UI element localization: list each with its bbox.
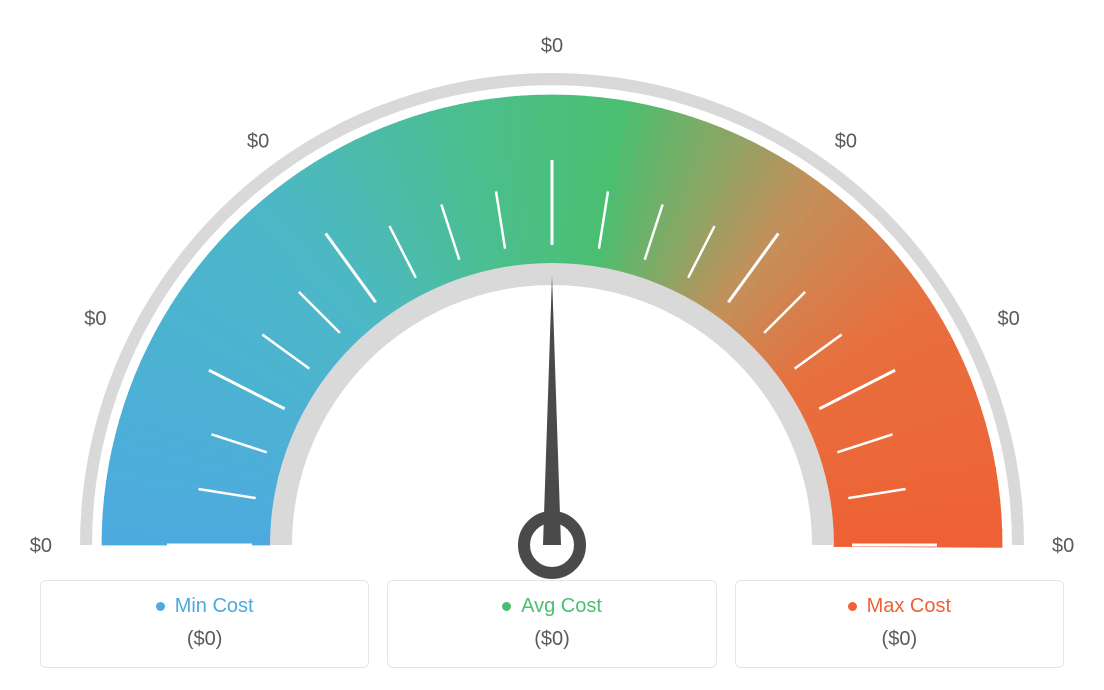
- legend-avg-title: Avg Cost: [502, 595, 602, 618]
- legend-max-dot: [848, 602, 857, 611]
- gauge-tick-label: $0: [835, 130, 857, 152]
- gauge-tick-label: $0: [247, 130, 269, 152]
- gauge-chart: $0 $0 $0 $0 $0 $0 $0: [0, 0, 1104, 580]
- gauge-tick-label: $0: [998, 308, 1020, 330]
- legend-avg-cost: Avg Cost ($0): [387, 580, 716, 668]
- legend-max-title: Max Cost: [848, 595, 951, 618]
- legend-avg-label: Avg Cost: [521, 595, 602, 618]
- cost-gauge-container: $0 $0 $0 $0 $0 $0 $0 Min Cost ($0) Avg Cost ($…: [0, 0, 1104, 690]
- legend-avg-value: ($0): [398, 628, 705, 651]
- legend-min-title: Min Cost: [156, 595, 254, 618]
- legend-min-cost: Min Cost ($0): [40, 580, 369, 668]
- gauge-tick-label: $0: [30, 535, 52, 557]
- legend-max-cost: Max Cost ($0): [735, 580, 1064, 668]
- legend-min-label: Min Cost: [175, 595, 254, 618]
- legend-row: Min Cost ($0) Avg Cost ($0) Max Cost ($0…: [0, 580, 1104, 668]
- legend-avg-dot: [502, 602, 511, 611]
- gauge-tick-label: $0: [84, 308, 106, 330]
- gauge-svg: $0 $0 $0 $0 $0 $0 $0: [0, 0, 1104, 580]
- gauge-tick-label: $0: [1052, 535, 1074, 557]
- gauge-tick-label: $0: [541, 35, 563, 57]
- legend-max-value: ($0): [746, 628, 1053, 651]
- legend-min-dot: [156, 602, 165, 611]
- legend-max-label: Max Cost: [867, 595, 951, 618]
- legend-min-value: ($0): [51, 628, 358, 651]
- gauge-needle: [543, 275, 561, 545]
